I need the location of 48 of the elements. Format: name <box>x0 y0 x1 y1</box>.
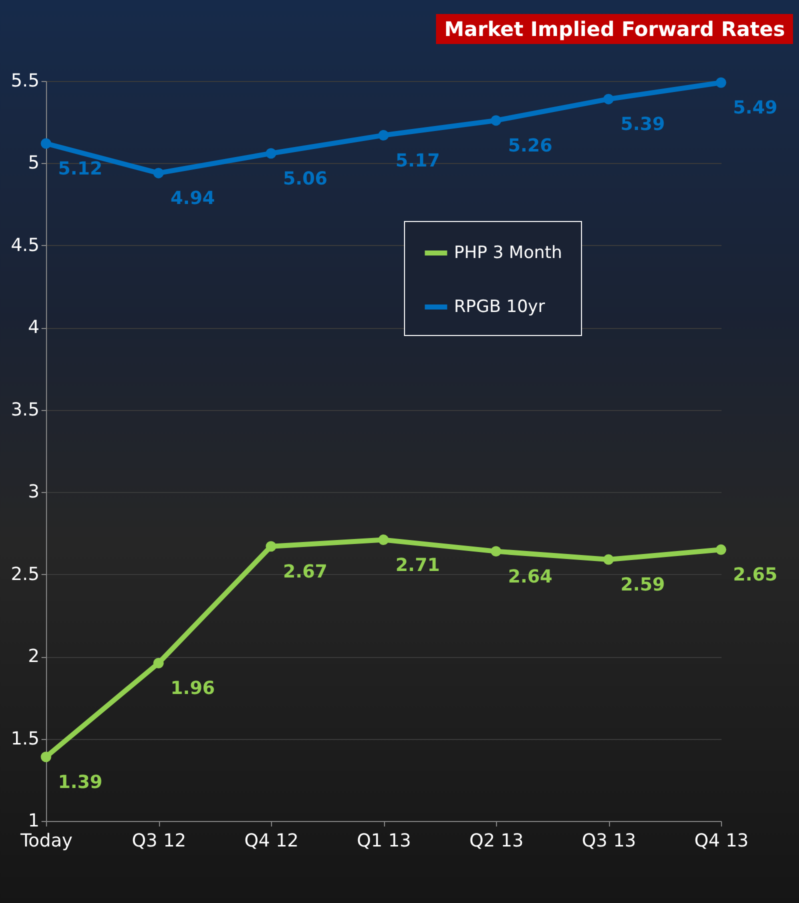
y-tick-label: 4 <box>28 317 40 338</box>
y-tick-label: 2.5 <box>10 564 40 585</box>
data-label: 5.12 <box>58 158 102 180</box>
y-tick-label: 5 <box>28 152 40 174</box>
y-tick-label: 1 <box>28 810 40 832</box>
data-label: 2.67 <box>283 561 328 582</box>
point <box>716 544 726 555</box>
data-label: 5.06 <box>283 168 328 190</box>
x-tick-label: Q3 12 <box>132 830 186 852</box>
data-label: 5.17 <box>396 150 440 172</box>
data-label: 5.49 <box>733 98 778 119</box>
point <box>40 138 52 149</box>
data-label: 2.71 <box>396 554 440 576</box>
point <box>603 94 614 104</box>
x-tick-label: Today <box>19 830 73 852</box>
y-tick-label: 3.5 <box>10 399 40 420</box>
point <box>378 130 389 140</box>
x-tick-label: Q4 12 <box>244 830 299 852</box>
point <box>266 148 276 159</box>
x-tick-label: Q4 13 <box>694 830 749 852</box>
point <box>490 115 502 126</box>
data-label: 2.65 <box>733 564 778 586</box>
data-label: 5.39 <box>620 114 665 136</box>
legend-label: PHP 3 Month <box>454 243 562 263</box>
data-label: 2.64 <box>508 566 552 588</box>
point <box>153 658 164 668</box>
x-tick-label: Q3 13 <box>582 830 636 852</box>
data-label: 5.26 <box>508 135 552 156</box>
x-tick-label: Q1 13 <box>356 830 412 852</box>
data-label: 1.39 <box>58 772 102 793</box>
data-label: 2.59 <box>620 574 665 596</box>
point <box>266 541 276 552</box>
y-tick-label: 5.5 <box>10 70 40 92</box>
data-label: 1.96 <box>170 678 215 700</box>
y-tick-label: 1.5 <box>10 728 40 750</box>
point <box>378 534 389 546</box>
point <box>153 168 164 178</box>
y-tick-label: 3 <box>28 482 40 503</box>
point <box>716 77 726 88</box>
chart-title: Market Implied Forward Rates <box>436 14 793 44</box>
point <box>490 546 502 557</box>
y-tick-label: 4.5 <box>10 234 40 256</box>
data-label: 4.94 <box>170 188 215 210</box>
point <box>603 554 614 565</box>
y-tick-label: 2 <box>28 646 40 668</box>
x-tick-label: Q2 13 <box>469 830 524 852</box>
point <box>40 752 52 762</box>
legend-label: RPGB 10yr <box>454 297 545 317</box>
